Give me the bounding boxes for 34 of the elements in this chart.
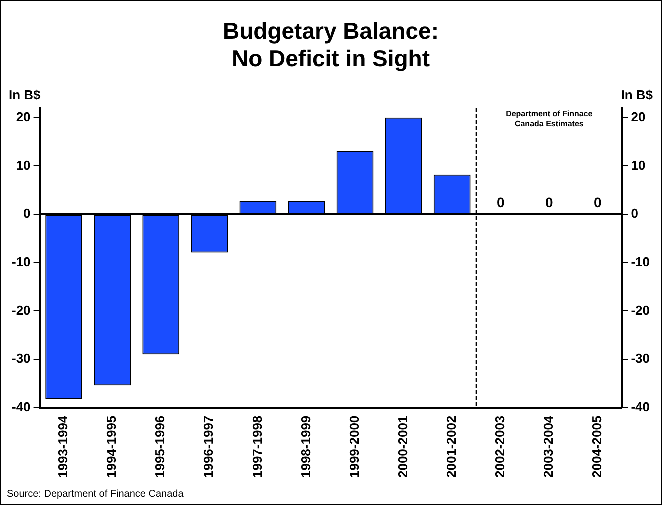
source-note: Source: Department of Finance Canada — [7, 489, 184, 500]
data-label: 0 — [594, 194, 602, 210]
ref-line-label: Department of Finnace Canada Estimates — [506, 109, 594, 128]
y2-tick-label: 10 — [631, 158, 646, 173]
x-tick-label: 2001-2002 — [444, 416, 459, 478]
chart-title: Budgetary Balance: No Deficit in Sight — [222, 18, 440, 72]
x-tick-label: 2002-2003 — [492, 416, 508, 478]
y2-tick-label: 0 — [631, 206, 638, 222]
y2-tick-label: -30 — [631, 351, 650, 366]
y-tick-label: -30 — [12, 351, 31, 366]
y-tick-label: 10 — [16, 158, 31, 173]
y-tick-label: -10 — [12, 254, 31, 270]
x-tick-label: 2003-2004 — [540, 415, 556, 478]
y2-tick-label: -20 — [631, 302, 650, 318]
y-tick-label: -20 — [12, 302, 31, 318]
x-tick-label: 1998-1999 — [298, 416, 314, 478]
y-tick-label: 20 — [16, 109, 31, 124]
y-tick-label: 0 — [24, 206, 31, 222]
x-tick-label: 1996-1997 — [201, 416, 216, 478]
x-tick-label: 1994-1995 — [104, 416, 120, 478]
y-tick-label: -40 — [12, 399, 31, 414]
x-tick-label: 1993-1994 — [56, 415, 71, 478]
data-label: 0 — [546, 194, 554, 210]
y2-tick-label: 20 — [631, 109, 646, 124]
x-tick-label: 1995-1996 — [152, 416, 168, 478]
y2-axis-title: In B$ — [621, 87, 654, 102]
data-label: 0 — [496, 194, 505, 210]
x-tick-label: 1997-1998 — [250, 416, 265, 478]
y2-tick-label: -40 — [631, 399, 650, 414]
x-tick-label: 2000-2001 — [395, 416, 410, 478]
y2-tick-label: -10 — [631, 254, 650, 270]
y-axis-title: In B$ — [9, 87, 42, 102]
x-tick-label: 1999-2000 — [346, 416, 362, 478]
x-tick-label: 2004-2005 — [590, 416, 605, 478]
